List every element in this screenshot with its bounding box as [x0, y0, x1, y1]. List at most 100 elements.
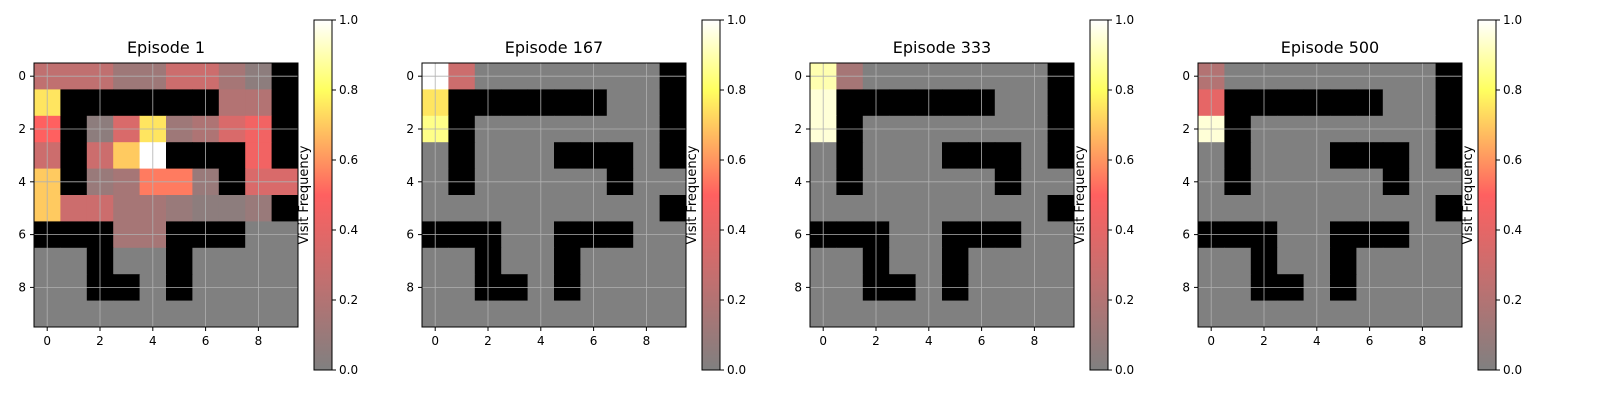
x-tick-label: 0	[819, 334, 827, 348]
y-tick-label: 4	[1182, 175, 1190, 189]
heatmap-cell	[1224, 300, 1252, 328]
heatmap-cell	[448, 195, 476, 222]
heatmap-cell	[889, 300, 917, 328]
wall-cell	[1224, 142, 1252, 170]
colorbar-tick-label: 0.2	[1115, 293, 1134, 307]
colorbar-tick-label: 0.4	[1503, 223, 1522, 237]
colorbar-tick-label: 0.0	[339, 363, 358, 377]
wall-cell	[1435, 142, 1463, 170]
heatmap-cell	[1382, 247, 1410, 275]
heatmap-cell	[994, 89, 1022, 117]
heatmap-cell	[60, 300, 88, 328]
heatmap-cell	[994, 247, 1022, 275]
wall-cell	[1435, 195, 1463, 222]
wall-cell	[659, 142, 687, 170]
colorbar-tick-label: 0.2	[339, 293, 358, 307]
heatmap-cell	[836, 247, 864, 275]
colorbar	[701, 19, 721, 371]
heatmap-cell	[889, 142, 917, 170]
heatmap-cell	[218, 247, 246, 275]
y-tick-label: 0	[406, 69, 414, 83]
x-tick-label: 8	[1419, 334, 1427, 348]
heatmap-cell	[501, 142, 529, 170]
y-tick-label: 6	[18, 228, 26, 242]
wall-cell	[501, 89, 529, 117]
heatmap-cell	[836, 195, 864, 222]
heatmap-cell	[942, 195, 969, 222]
wall-cell	[994, 142, 1022, 170]
heatmap-cell	[1047, 247, 1075, 275]
heatmap-cell	[218, 195, 246, 222]
colorbar-tick-label: 0.4	[727, 223, 746, 237]
x-tick-label: 4	[1313, 334, 1321, 348]
wall-cell	[271, 142, 299, 170]
colorbar-label: Visit Frequency	[1461, 145, 1476, 244]
heatmap-cell	[994, 195, 1022, 222]
colorbar-tick-label: 0.6	[339, 153, 358, 167]
colorbar	[1477, 19, 1497, 371]
y-tick-label: 4	[406, 175, 414, 189]
y-tick-label: 8	[1182, 280, 1190, 294]
wall-cell	[554, 247, 581, 275]
heatmap-cell	[166, 300, 193, 328]
colorbar-tick-label: 0.6	[1115, 153, 1134, 167]
wall-cell	[1224, 89, 1252, 117]
axes-frame	[421, 62, 687, 328]
wall-cell	[60, 89, 88, 117]
wall-cell	[554, 89, 581, 117]
y-tick-label: 2	[18, 122, 26, 136]
heatmap-cell	[271, 300, 299, 328]
colorbar-tick-label: 0.4	[1115, 223, 1134, 237]
heatmap-cell	[659, 247, 687, 275]
colorbar	[1089, 19, 1109, 371]
colorbar-tick-label: 1.0	[1503, 13, 1522, 27]
wall-cell	[448, 142, 476, 170]
colorbar-tick-label: 1.0	[727, 13, 746, 27]
heatmap-cell	[60, 195, 88, 222]
wall-cell	[942, 142, 969, 170]
heatmap-cell	[113, 195, 141, 222]
heatmap-cell	[501, 195, 529, 222]
heatmap-cell	[1330, 300, 1357, 328]
wall-cell	[836, 142, 864, 170]
x-tick-label: 0	[431, 334, 439, 348]
wall-cell	[113, 89, 141, 117]
heatmap-cell	[606, 89, 634, 117]
y-tick-label: 8	[18, 280, 26, 294]
heatmap-cell	[113, 300, 141, 328]
y-tick-label: 2	[406, 122, 414, 136]
heatmap-cell	[1224, 195, 1252, 222]
wall-cell	[1382, 142, 1410, 170]
heatmap-cell	[1047, 300, 1075, 328]
wall-cell	[1047, 195, 1075, 222]
wall-cell	[836, 89, 864, 117]
wall-cell	[1330, 89, 1357, 117]
colorbar-tick-label: 0.8	[1115, 83, 1134, 97]
heatmap-cell	[659, 300, 687, 328]
y-tick-label: 4	[18, 175, 26, 189]
wall-cell	[1047, 89, 1075, 117]
x-tick-label: 6	[1366, 334, 1374, 348]
x-tick-label: 0	[43, 334, 51, 348]
x-tick-label: 2	[484, 334, 492, 348]
x-tick-label: 6	[590, 334, 598, 348]
wall-cell	[166, 247, 193, 275]
heatmap-cell	[218, 300, 246, 328]
colorbar-tick-label: 0.8	[1503, 83, 1522, 97]
heatmap-cell	[1435, 300, 1463, 328]
y-tick-label: 6	[794, 228, 802, 242]
colorbar-tick-label: 1.0	[1115, 13, 1134, 27]
heatmap-cell	[1435, 247, 1463, 275]
colorbar-tick-label: 0.2	[1503, 293, 1522, 307]
heatmap-cell	[1382, 195, 1410, 222]
heatmap-cell	[606, 247, 634, 275]
wall-cell	[166, 142, 193, 170]
chart-title: Episode 1	[127, 38, 205, 57]
x-tick-label: 0	[1207, 334, 1215, 348]
y-tick-label: 8	[406, 280, 414, 294]
heatmap-cell	[113, 142, 141, 170]
x-tick-label: 6	[202, 334, 210, 348]
colorbar-tick-label: 0.8	[339, 83, 358, 97]
heatmap-cell	[501, 247, 529, 275]
